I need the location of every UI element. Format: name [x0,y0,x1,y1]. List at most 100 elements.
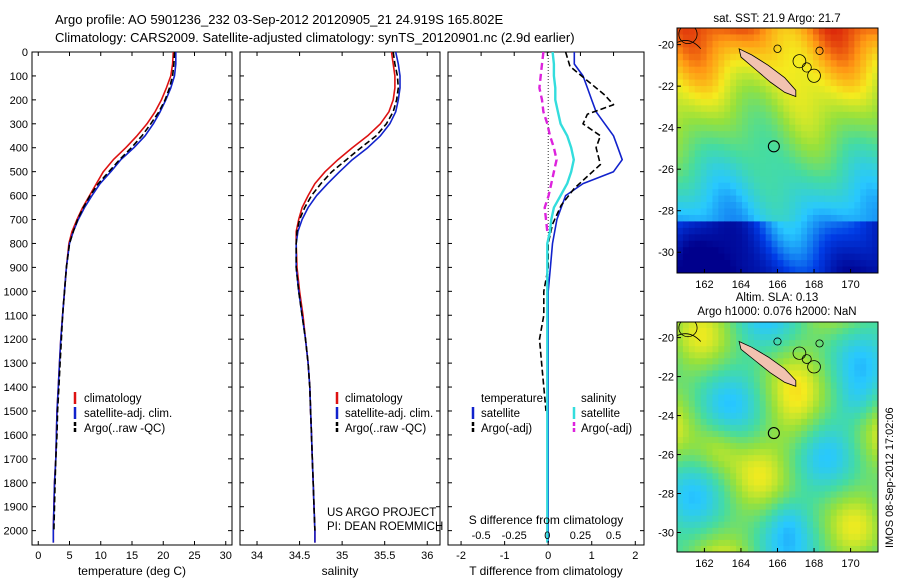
map-cell [724,169,731,177]
map-cell [830,497,838,505]
map-cell [736,406,743,414]
map-cell [842,98,850,106]
map-cell [759,202,767,210]
map-cell [866,266,873,273]
map-cell [700,400,708,408]
map-cell [848,60,855,68]
map-cell [783,156,790,164]
map-cell [753,137,761,145]
map-cell [694,156,702,164]
map-cell [818,455,826,462]
map-cell [789,340,796,347]
map-cell [747,406,755,414]
map-cell [706,53,714,61]
map-cell [677,227,684,235]
x-tick-label: 30 [220,550,232,562]
argo-float-marker [767,140,780,153]
map-cell [747,47,755,55]
map-cell [682,253,690,261]
map-cell [753,322,761,329]
map-cell [753,40,761,48]
map-cell [742,455,749,462]
map-cell [753,388,761,396]
map-cell [694,47,702,55]
map-cell [854,169,861,177]
map-cell [706,358,714,365]
map-cell [795,47,802,55]
map-cell [759,266,767,273]
map-cell [724,202,731,210]
map-cell [724,364,731,372]
map-cell [836,461,844,468]
map-cell [842,240,850,248]
map-cell [824,334,832,341]
map-cell [860,176,867,184]
map-cell [700,449,708,456]
map-cell [801,400,808,408]
map-cell [842,234,850,242]
map-cell [771,322,779,329]
map-cell [872,358,878,365]
map-cell [759,86,767,94]
map-cell [736,28,743,36]
map-cell [677,150,684,158]
map-cell [783,28,790,36]
map-cell [718,437,725,444]
map-cell [848,156,855,164]
map-cell [753,503,761,511]
map-cell [688,370,696,378]
map-cell [771,195,779,203]
map-cell [712,53,719,61]
map-cell [742,388,749,396]
map-cell [795,240,802,248]
map-cell [677,176,684,184]
map-cell [742,503,749,511]
map-cell [712,60,719,68]
map-cell [818,34,826,42]
map-cell [736,66,743,74]
sla-map-title-2: Argo h1000: 0.076 h2000: NaN [697,306,856,318]
map-cell [866,163,873,171]
map-cell [724,533,731,541]
map-cell [742,400,749,408]
map-cell [700,247,708,255]
map-cell [753,406,761,414]
map-cell [842,346,850,353]
map-cell [812,163,820,171]
map-cell [736,533,743,541]
map-cell [747,443,755,450]
map-cell [777,467,785,474]
map-cell [842,364,850,372]
map-cell [801,461,808,468]
depth-tick-label: 1800 [4,478,28,490]
map-cell [789,98,796,106]
map-cell [712,144,719,152]
map-cell [866,364,873,372]
map-cell [724,412,731,420]
map-cell [765,376,773,384]
map-cell [818,124,826,132]
map-cell [807,328,814,335]
map-cell [830,527,838,535]
map-cell [688,47,696,55]
map-cell [842,533,850,541]
map-cell [783,144,790,152]
map-cell [795,437,802,444]
map-cell [812,221,820,229]
map-cell [688,182,696,190]
map-cell [677,60,684,68]
map-cell [718,169,725,177]
map-cell [688,545,696,552]
map-cell [842,515,850,523]
map-cell [824,73,832,81]
map-cell [807,40,814,48]
map-cell [694,394,702,402]
map-cell [688,150,696,158]
map-cell [830,92,838,100]
map-cell [854,163,861,171]
map-cell [872,86,878,94]
map-cell [759,479,767,487]
map-cell [872,473,878,480]
series-satellite-adj-clim- [52,52,177,543]
map-cell [765,221,773,229]
